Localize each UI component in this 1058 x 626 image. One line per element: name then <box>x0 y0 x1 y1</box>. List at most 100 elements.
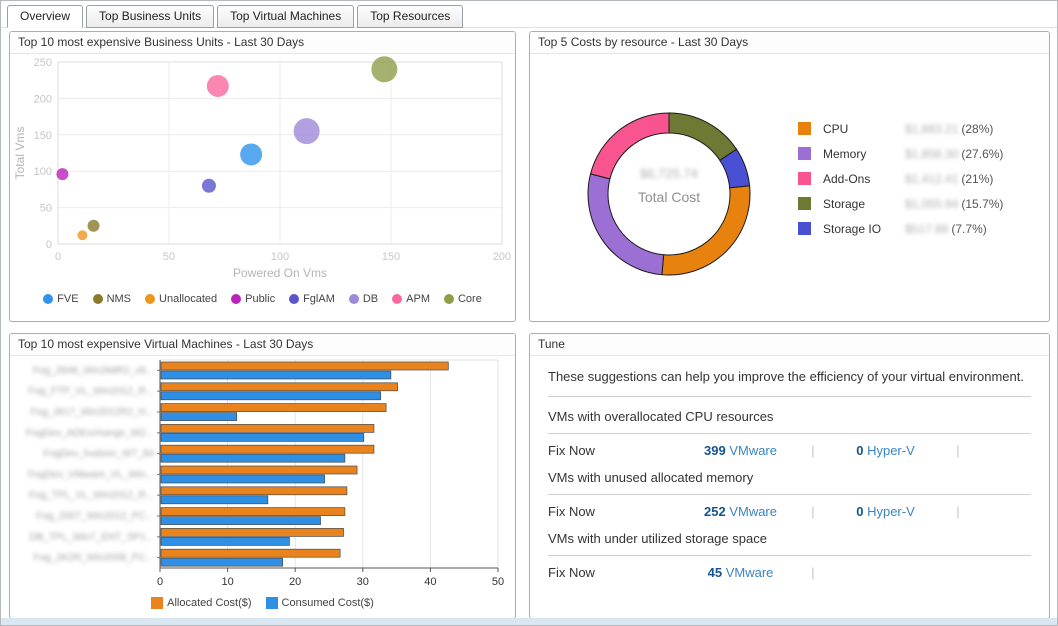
bubble-fve[interactable] <box>240 143 263 166</box>
bubble-fglam[interactable] <box>201 178 216 193</box>
bar-consumed[interactable] <box>160 453 346 463</box>
bar-consumed[interactable] <box>160 474 325 484</box>
bar-allocated[interactable] <box>160 507 346 516</box>
bar-allocated[interactable] <box>160 548 341 558</box>
vm-label: Fog_TPL_VL_Win2012_R... <box>29 490 154 501</box>
platform-link[interactable]: VMware <box>725 564 774 580</box>
fix-now-link[interactable]: Fix Now <box>548 503 595 519</box>
legend-dot-core <box>443 294 454 304</box>
fix-now-link[interactable]: Fix Now <box>548 442 595 458</box>
svg-text:30: 30 <box>357 576 369 588</box>
bar-consumed[interactable] <box>160 537 290 546</box>
legend-label: Public <box>245 293 276 305</box>
legend-swatch <box>265 597 278 609</box>
tune-action-row: Fix Now 252 VMware | 0 Hyper-V | <box>548 504 1031 519</box>
item-separator: | <box>811 503 815 519</box>
bubble-db[interactable] <box>293 118 320 145</box>
bar-consumed[interactable] <box>160 433 365 442</box>
vm-count: 252 <box>703 503 726 519</box>
legend-swatch <box>798 172 811 185</box>
bubble-core[interactable] <box>371 56 398 83</box>
legend-item-allocated-cost-: Allocated Cost($) <box>151 597 252 609</box>
divider <box>548 395 1031 397</box>
fix-now-link[interactable]: Fix Now <box>548 564 595 580</box>
bar-allocated[interactable] <box>160 465 358 475</box>
bar-consumed[interactable] <box>160 391 382 401</box>
bottom-band <box>1 618 1057 625</box>
bar-allocated[interactable] <box>160 444 375 454</box>
bar-allocated[interactable] <box>160 424 375 433</box>
tune-body: These suggestions can help you improve t… <box>530 356 1049 580</box>
bar-allocated[interactable] <box>160 528 344 537</box>
tune-action-row: Fix Now 45 VMware | <box>548 565 1031 580</box>
legend-label: Consumed Cost($) <box>281 597 374 609</box>
bar-allocated[interactable] <box>160 486 348 496</box>
bar-consumed[interactable] <box>160 412 238 421</box>
legend-item-fve: FVE <box>43 293 79 305</box>
cost-legend-row-storage: Storage $1,055.94 (15.7%) <box>798 191 1003 216</box>
legend-label: Storage IO <box>823 221 882 236</box>
svg-text:40: 40 <box>424 576 436 588</box>
bar-allocated[interactable] <box>160 382 398 392</box>
legend-label: APM <box>406 293 430 305</box>
panel-costs-title: Top 5 Costs by resource - Last 30 Days <box>530 32 1049 54</box>
bubble-public[interactable] <box>56 168 69 181</box>
cost-legend: CPU $1,883.21 (28%) Memory $1,856.30 (27.6%) A… <box>798 116 1003 241</box>
item-separator: | <box>956 442 960 458</box>
svg-text:0: 0 <box>157 576 163 588</box>
legend-dot-fve <box>43 294 54 304</box>
tab-top-virtual-machines[interactable]: Top Virtual Machines <box>217 5 355 28</box>
svg-text:10: 10 <box>221 576 233 588</box>
bar-consumed[interactable] <box>160 516 321 525</box>
bar-allocated[interactable] <box>160 361 449 371</box>
cost-legend-row-cpu: CPU $1,883.21 (28%) <box>798 116 1003 141</box>
total-cost-value: $6,725.74 <box>640 165 698 181</box>
divider <box>548 493 1031 495</box>
vm-count: 0 <box>856 503 864 519</box>
cost-legend-row-memory: Memory $1,856.30 (27.6%) <box>798 141 1003 166</box>
legend-label: FVE <box>57 293 79 305</box>
legend-value: $1,412.41 <box>905 171 959 186</box>
tune-section-heading: VMs with under utilized storage space <box>548 530 767 546</box>
donut-slice-storage[interactable] <box>668 112 738 162</box>
business-units-bubble-chart[interactable]: 0 50 100 150 200 0 50 100 150 200 250 Powered On Vm… <box>10 54 513 286</box>
vm-label: Fog_2007_Win2012_PC... <box>36 511 154 522</box>
bar-consumed[interactable] <box>160 370 392 380</box>
svg-text:50: 50 <box>40 203 52 215</box>
legend-label: Add-Ons <box>823 171 871 186</box>
tab-top-business-units[interactable]: Top Business Units <box>86 5 215 28</box>
legend-swatch <box>798 122 811 135</box>
donut-slice-add-ons[interactable] <box>589 112 670 180</box>
platform-link[interactable]: VMware <box>729 503 777 519</box>
bar-consumed[interactable] <box>160 495 269 505</box>
tab-overview[interactable]: Overview <box>7 5 84 28</box>
platform-link[interactable]: Hyper-V <box>867 442 915 458</box>
cost-donut-chart[interactable] <box>544 56 794 318</box>
vm-cost-bar-chart[interactable]: Fog_2848_Win2k8R2_v8... Fog_FTP_VL_Win201… <box>10 356 513 590</box>
panel-virtual-machines: Top 10 most expensive Virtual Machines -… <box>9 333 516 619</box>
bubble-nms[interactable] <box>87 219 100 232</box>
svg-text:150: 150 <box>382 251 400 263</box>
tab-top-resources[interactable]: Top Resources <box>357 5 464 28</box>
bubble-apm[interactable] <box>206 75 229 98</box>
legend-value: $1,055.94 <box>905 196 959 211</box>
vm-label: FogDev_hudson_W7_84 <box>43 449 154 460</box>
legend-percent: (7.7%) <box>951 221 987 236</box>
tune-section-heading: VMs with overallocated CPU resources <box>548 408 774 424</box>
bar-consumed[interactable] <box>160 557 284 567</box>
platform-link[interactable]: VMware <box>729 442 777 458</box>
svg-text:50: 50 <box>163 251 175 263</box>
legend-dot-fglam <box>289 294 300 304</box>
legend-label: Memory <box>823 146 867 161</box>
bar-allocated[interactable] <box>160 403 387 412</box>
legend-dot-nms <box>92 294 103 304</box>
legend-percent: (27.6%) <box>961 146 1004 161</box>
business-units-legend: FVE NMS Unallocated Public FglAM DB APM Core <box>10 293 515 305</box>
bubble-unallocated[interactable] <box>77 230 88 241</box>
panel-business-units: Top 10 most expensive Business Units - L… <box>9 31 516 322</box>
tune-count-item: 0 Hyper-V <box>818 443 953 458</box>
platform-link[interactable]: Hyper-V <box>867 503 915 519</box>
tune-action-row: Fix Now 399 VMware | 0 Hyper-V | <box>548 443 1031 458</box>
total-cost-label: Total Cost <box>637 188 701 205</box>
